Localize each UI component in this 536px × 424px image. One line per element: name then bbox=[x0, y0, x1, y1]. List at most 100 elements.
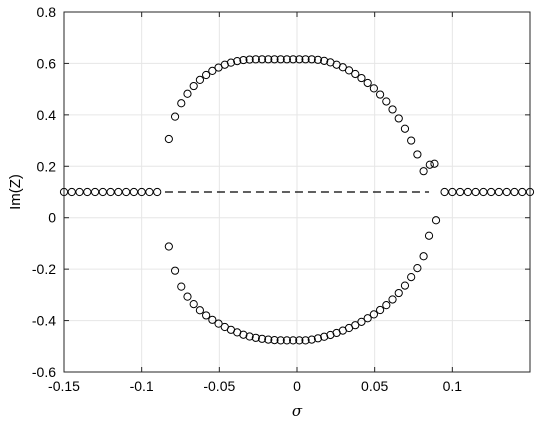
data-point bbox=[407, 136, 416, 145]
data-point bbox=[183, 89, 192, 98]
data-point bbox=[320, 56, 329, 65]
data-point bbox=[245, 332, 254, 341]
y-axis-label: Im(Z) bbox=[7, 174, 24, 210]
data-point bbox=[463, 187, 472, 197]
data-point bbox=[295, 336, 304, 345]
data-point bbox=[195, 75, 205, 84]
data-point bbox=[424, 231, 434, 240]
data-point bbox=[413, 264, 422, 273]
data-point bbox=[431, 216, 441, 225]
data-point bbox=[382, 97, 391, 106]
y-tick-labels: -0.6 -0.4 -0.2 0 0.2 0.4 0.6 0.8 bbox=[32, 4, 56, 380]
y-tick-label: 0 bbox=[48, 210, 56, 226]
data-point bbox=[471, 187, 480, 197]
data-point bbox=[251, 333, 260, 342]
data-point bbox=[145, 187, 154, 197]
data-point bbox=[276, 336, 285, 345]
data-point bbox=[448, 187, 457, 197]
data-point bbox=[270, 55, 279, 64]
data-point bbox=[363, 314, 372, 323]
data-point bbox=[98, 187, 107, 197]
data-point bbox=[233, 57, 242, 66]
data-point bbox=[214, 319, 223, 328]
data-point bbox=[257, 334, 267, 343]
data-point bbox=[226, 58, 236, 67]
data-point bbox=[67, 187, 76, 197]
data-point bbox=[510, 187, 519, 197]
data-point bbox=[313, 55, 323, 64]
data-point bbox=[456, 187, 465, 197]
data-point bbox=[264, 55, 273, 64]
data-point bbox=[106, 187, 115, 197]
x-tick-label: 0.05 bbox=[361, 378, 388, 394]
data-point bbox=[363, 78, 372, 88]
data-point bbox=[388, 295, 397, 304]
data-point bbox=[170, 266, 180, 275]
data-points bbox=[59, 55, 535, 345]
y-tick-label: 0.2 bbox=[37, 158, 57, 174]
data-point bbox=[282, 55, 292, 64]
data-point bbox=[502, 187, 511, 197]
x-tick-labels: -0.15 -0.1 -0.05 0 0.05 0.1 bbox=[48, 378, 462, 394]
y-tick-label: -0.2 bbox=[32, 261, 56, 277]
data-point bbox=[301, 55, 310, 64]
data-point bbox=[239, 55, 248, 65]
data-point bbox=[129, 187, 138, 197]
data-point bbox=[177, 282, 186, 291]
data-point bbox=[257, 55, 267, 64]
y-tick-label: -0.4 bbox=[32, 313, 56, 329]
data-point bbox=[202, 311, 211, 320]
data-point bbox=[245, 55, 254, 64]
data-point bbox=[251, 55, 260, 64]
data-point bbox=[351, 69, 360, 79]
data-point bbox=[202, 70, 211, 80]
y-tick-label: 0.8 bbox=[37, 4, 57, 20]
data-point bbox=[189, 300, 198, 309]
data-point bbox=[400, 281, 410, 290]
data-point bbox=[494, 187, 504, 197]
y-tick-label: -0.6 bbox=[32, 364, 56, 380]
data-point bbox=[208, 315, 217, 324]
data-point bbox=[114, 187, 123, 197]
data-point bbox=[351, 321, 360, 330]
data-point bbox=[413, 150, 422, 159]
data-point bbox=[301, 336, 310, 345]
data-point bbox=[276, 55, 285, 64]
data-point bbox=[369, 310, 378, 319]
data-point bbox=[189, 81, 198, 91]
data-point bbox=[83, 187, 92, 197]
data-point bbox=[164, 242, 173, 251]
data-point bbox=[289, 336, 298, 345]
data-point bbox=[440, 187, 449, 197]
data-point bbox=[295, 55, 304, 64]
data-point bbox=[388, 105, 397, 114]
data-point bbox=[183, 292, 192, 301]
data-point bbox=[394, 114, 403, 123]
data-point bbox=[479, 187, 488, 197]
x-tick-label: -0.05 bbox=[203, 378, 235, 394]
data-point bbox=[419, 167, 428, 176]
data-point bbox=[208, 66, 217, 75]
axis-ticks bbox=[63, 11, 530, 373]
data-point bbox=[344, 66, 354, 75]
data-point bbox=[177, 99, 186, 108]
data-point bbox=[400, 124, 410, 133]
data-point bbox=[307, 335, 316, 344]
x-tick-label: 0 bbox=[293, 378, 301, 394]
data-point bbox=[430, 159, 439, 168]
data-point bbox=[313, 334, 323, 343]
data-point bbox=[239, 330, 248, 339]
data-point bbox=[289, 55, 298, 64]
data-point bbox=[75, 187, 84, 197]
data-point bbox=[419, 252, 428, 261]
data-point bbox=[264, 335, 273, 344]
data-point bbox=[425, 160, 434, 169]
x-tick-label: -0.1 bbox=[130, 378, 154, 394]
data-point bbox=[376, 305, 385, 315]
y-tick-label: 0.4 bbox=[37, 107, 57, 123]
data-point bbox=[270, 336, 279, 345]
data-point bbox=[90, 187, 100, 197]
data-point bbox=[170, 112, 180, 121]
